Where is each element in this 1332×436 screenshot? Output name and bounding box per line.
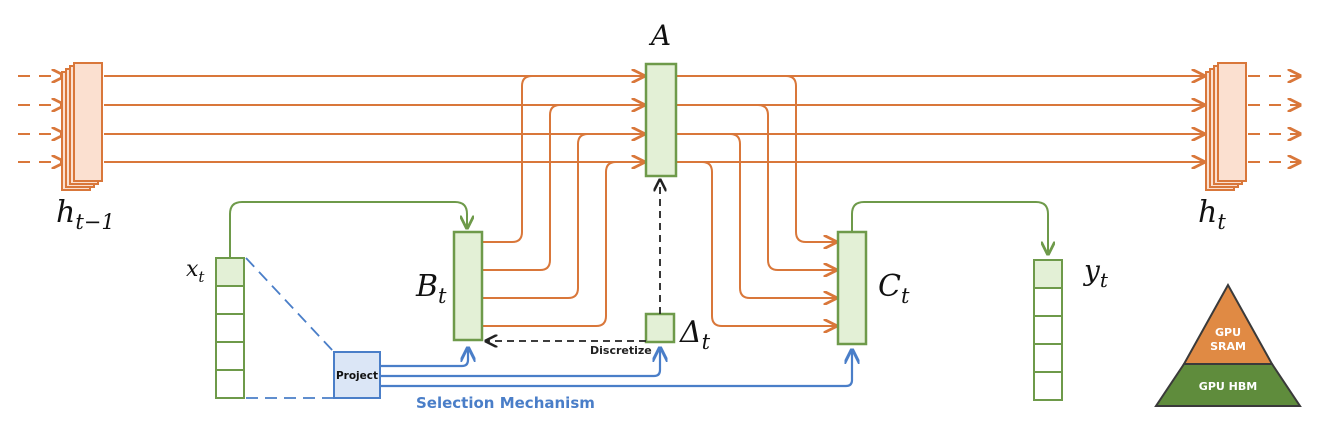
x-to-b-arrow: [229, 201, 467, 258]
c-to-y-arrow: [851, 201, 1048, 254]
state-to-c-curves: [701, 75, 836, 326]
project-label: Project: [336, 370, 378, 382]
b-to-state-curves: [483, 75, 617, 327]
h-prev-label: ht−1: [56, 195, 115, 234]
gpu-sram-label-1: GPU: [1215, 326, 1241, 339]
gpu-hbm-label: GPU HBM: [1199, 380, 1257, 393]
h-next-label: ht: [1198, 195, 1226, 234]
b-matrix-label: Bt: [415, 269, 447, 308]
selection-arrows: [381, 348, 852, 388]
h-next-state-stack: [1205, 62, 1247, 191]
state-lines: [18, 76, 1300, 162]
delta-label: Δt: [679, 315, 711, 354]
delta-box: [644, 312, 676, 344]
h-prev-state-stack: [61, 62, 103, 191]
c-matrix-box: [836, 230, 868, 346]
a-matrix-label: A: [648, 19, 671, 52]
x-input-label: xt: [186, 257, 205, 286]
gpu-sram-label-2: SRAM: [1210, 340, 1246, 353]
c-matrix-label: Ct: [878, 269, 910, 308]
selection-mechanism-label: Selection Mechanism: [416, 394, 595, 412]
discretize-label: Discretize: [590, 344, 652, 357]
b-matrix-box: [452, 230, 484, 342]
y-output-vector: [1033, 259, 1063, 401]
gpu-memory-pyramid: GPU SRAM GPU HBM: [1154, 282, 1302, 407]
y-output-label: yt: [1082, 254, 1109, 292]
a-matrix-box: [644, 62, 678, 178]
projection-guide-top: [245, 257, 335, 353]
x-input-vector: [215, 257, 245, 399]
gpu-hbm-layer: [1154, 363, 1302, 407]
project-box: [333, 351, 381, 399]
